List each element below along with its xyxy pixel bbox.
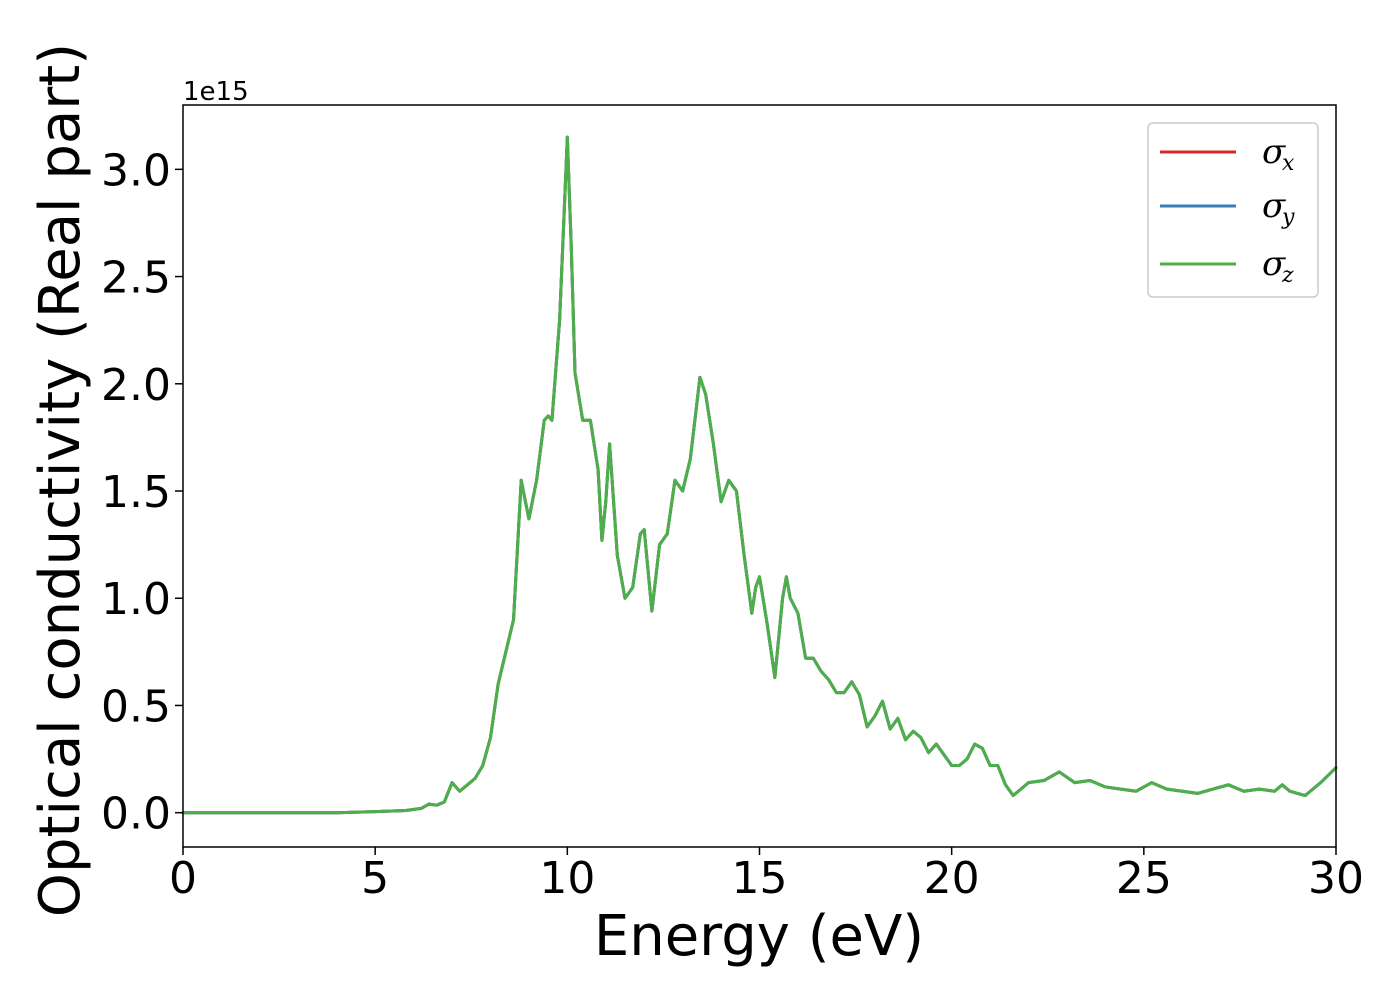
legend-subscript-y: y [1281, 205, 1295, 230]
y-tick-label: 1.0 [101, 574, 171, 625]
x-axis-ticks: 0 5 10 15 20 25 30 [169, 847, 1364, 904]
x-tick-label: 25 [1116, 853, 1172, 904]
x-tick-label: 0 [169, 853, 197, 904]
legend-subscript-z: z [1281, 263, 1294, 288]
legend-box [1147, 122, 1319, 298]
x-tick-label: 15 [732, 853, 788, 904]
y-tick-label: 1.5 [101, 467, 171, 518]
plot-area [181, 104, 1338, 848]
y-axis-ticks: 0.0 0.5 1.0 1.5 2.0 2.5 3.0 [101, 145, 183, 840]
legend-label-z: σ [1262, 244, 1286, 284]
y-tick-label: 3.0 [101, 145, 171, 196]
x-axis-title: Energy (eV) [594, 904, 924, 969]
y-axis-title: Optical conductivity (Real part) [28, 43, 93, 917]
x-tick-label: 30 [1308, 853, 1364, 904]
y-tick-label: 2.5 [101, 253, 171, 304]
legend-label-y: σ [1262, 186, 1286, 226]
legend-subscript-x: x [1282, 151, 1295, 176]
x-tick-label: 5 [361, 853, 389, 904]
y-tick-label: 0.0 [101, 789, 171, 840]
x-tick-label: 20 [924, 853, 980, 904]
x-tick-label: 10 [539, 853, 595, 904]
series-line-z [181, 135, 1338, 815]
legend-label-x: σ [1262, 132, 1286, 172]
y-tick-label: 0.5 [101, 681, 171, 732]
y-tick-label: 2.0 [101, 360, 171, 411]
y-axis-offset-label: 1e15 [183, 77, 249, 107]
